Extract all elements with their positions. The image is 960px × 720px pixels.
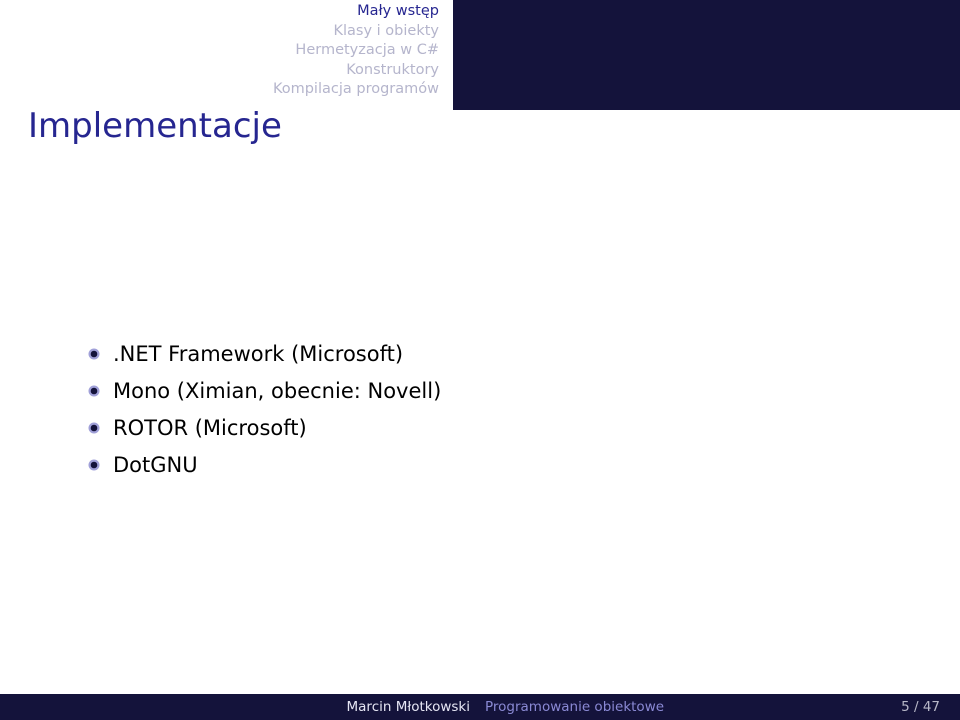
footer-author: Marcin Młotkowski	[347, 699, 470, 715]
nav-item[interactable]: Mały wstęp	[0, 2, 439, 22]
nav-item[interactable]: Kompilacja programów	[0, 80, 439, 100]
footer: Marcin Młotkowski Programowanie obiektow…	[0, 694, 960, 720]
list-item: Mono (Ximian, obecnie: Novell)	[88, 379, 441, 403]
list-item: .NET Framework (Microsoft)	[88, 342, 441, 366]
bullet-icon	[88, 385, 100, 397]
nav-item[interactable]: Klasy i obiekty	[0, 22, 439, 42]
list-item: ROTOR (Microsoft)	[88, 416, 441, 440]
bullet-icon	[88, 422, 100, 434]
page-title: Implementacje	[28, 106, 282, 146]
slide: Mały wstęp Klasy i obiekty Hermetyzacja …	[0, 0, 960, 720]
footer-lecture: Programowanie obiektowe	[485, 699, 664, 715]
list-item: DotGNU	[88, 453, 441, 477]
list-item-label: DotGNU	[113, 453, 198, 477]
bullet-icon	[88, 459, 100, 471]
nav-item[interactable]: Hermetyzacja w C#	[0, 41, 439, 61]
list-item-label: Mono (Ximian, obecnie: Novell)	[113, 379, 441, 403]
nav-item[interactable]: Konstruktory	[0, 61, 439, 81]
list-item-label: .NET Framework (Microsoft)	[113, 342, 403, 366]
nav-block: Mały wstęp Klasy i obiekty Hermetyzacja …	[0, 2, 453, 100]
content-list: .NET Framework (Microsoft) Mono (Ximian,…	[88, 342, 441, 490]
bullet-icon	[88, 348, 100, 360]
footer-page: 5 / 47	[901, 699, 940, 715]
list-item-label: ROTOR (Microsoft)	[113, 416, 307, 440]
header-right	[453, 0, 960, 110]
